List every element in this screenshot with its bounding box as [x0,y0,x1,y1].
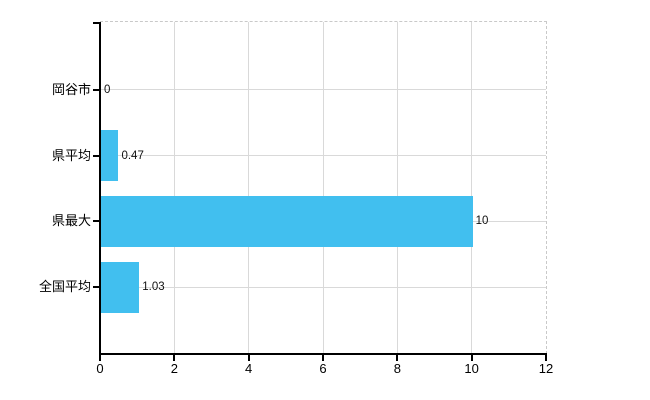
x-tick-label: 8 [393,361,401,376]
v-gridline [396,22,398,353]
x-tick-label: 6 [319,361,327,376]
x-axis-tick [545,355,547,361]
y-axis-tick [93,286,99,289]
category-label: 県平均 [51,147,91,163]
x-tick-label: 12 [538,361,554,376]
v-gridline [471,22,473,353]
x-axis-tick [247,355,250,361]
plot-border-dashed [100,21,547,354]
x-axis-tick [173,355,176,361]
y-axis-tick [93,154,99,157]
v-gridline [173,22,175,353]
x-axis-tick [99,355,101,361]
h-gridline [101,155,546,157]
bar [101,261,140,313]
category-label: 岡谷市 [51,81,91,97]
x-tick-label: 2 [170,361,178,376]
y-axis-tick [93,220,99,223]
x-tick-label: 4 [245,361,253,376]
h-gridline [101,89,546,91]
bar [101,195,473,247]
y-axis-line [99,22,101,355]
y-axis-tick [93,88,99,91]
bar [101,130,119,182]
category-label: 全国平均 [38,279,91,295]
v-gridline [248,22,250,353]
value-label: 0.47 [121,149,144,162]
x-tick-label: 0 [96,361,104,376]
h-gridline [101,286,546,288]
v-gridline [322,22,324,353]
value-label: 0 [104,83,111,96]
category-label: 県最大 [51,213,91,229]
x-axis-tick [470,355,473,361]
value-label: 1.03 [142,281,165,294]
x-axis-tick [396,355,399,361]
x-axis-tick [322,355,324,361]
value-label: 10 [475,215,489,228]
y-axis-top-tick [93,22,99,24]
x-tick-label: 10 [464,361,479,376]
x-axis-line [99,353,547,355]
